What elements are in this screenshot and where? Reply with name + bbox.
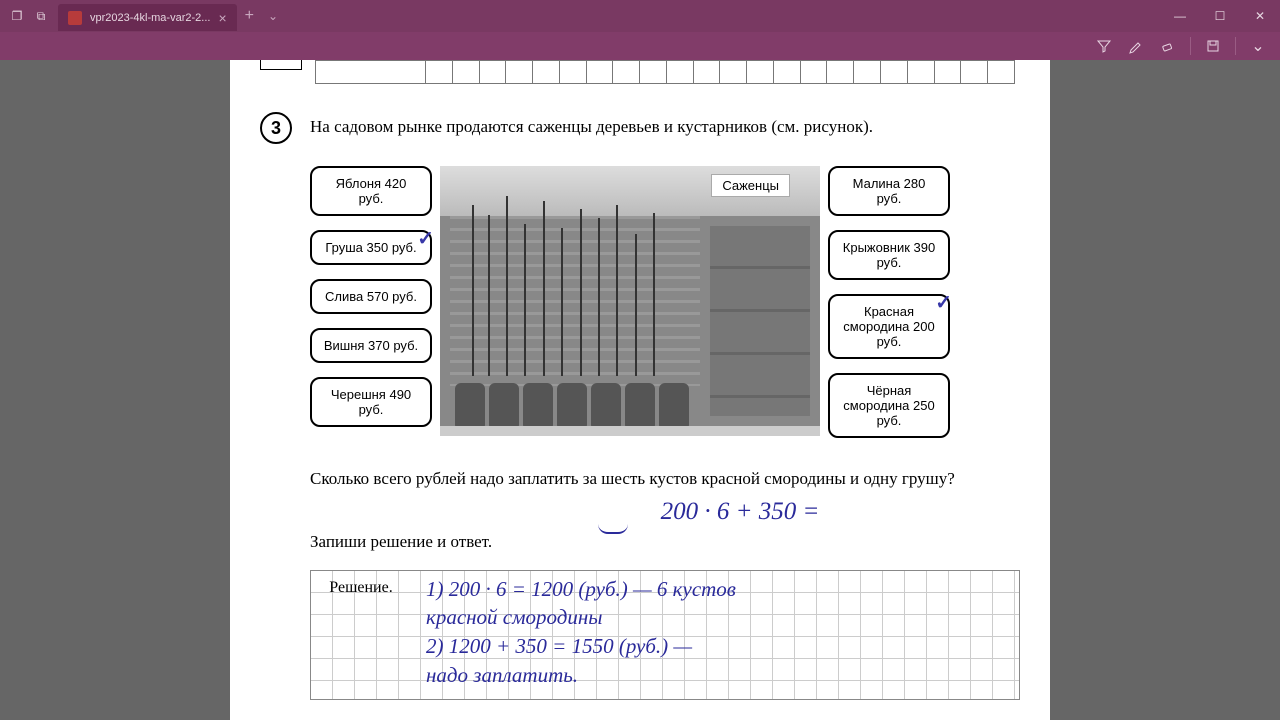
browser-titlebar: ❐ ⧉ vpr2023-4kl-ma-var2-2... × + ⌄ — ☐ ✕ bbox=[0, 0, 1280, 32]
browser-tab[interactable]: vpr2023-4kl-ma-var2-2... × bbox=[58, 4, 237, 31]
document-viewport: 3 На садовом рынке продаются саженцы дер… bbox=[0, 60, 1280, 720]
question-header: 3 На садовом рынке продаются саженцы дер… bbox=[260, 112, 1020, 144]
collapse-toolbar-icon[interactable]: ⌄ bbox=[1244, 34, 1272, 58]
erase-icon[interactable] bbox=[1154, 34, 1182, 58]
checkmark-icon: ✓ bbox=[935, 290, 952, 315]
instruction-text: Запиши решение и ответ. bbox=[310, 532, 1020, 552]
save-icon[interactable] bbox=[1199, 34, 1227, 58]
titlebar-left-icons: ❐ ⧉ bbox=[0, 9, 58, 23]
tab-favicon-icon bbox=[68, 11, 82, 25]
tab-title: vpr2023-4kl-ma-var2-2... bbox=[90, 12, 210, 24]
price-box: Слива 570 руб. bbox=[310, 279, 432, 314]
tab-dropdown-icon[interactable]: ⌄ bbox=[262, 9, 284, 23]
copy-icon[interactable]: ⧉ bbox=[34, 9, 48, 23]
price-box: Чёрная смородина 250 руб. bbox=[828, 373, 950, 438]
checkmark-icon: ✓ bbox=[417, 226, 434, 251]
new-tab-button[interactable]: + bbox=[237, 7, 262, 25]
pdf-toolbar: ⌄ bbox=[0, 32, 1280, 60]
solution-handwriting: 1) 200 · 6 = 1200 (руб.) — 6 кустов крас… bbox=[426, 575, 1009, 691]
question-number: 3 bbox=[260, 112, 292, 144]
market-photo: Саженцы bbox=[440, 166, 820, 436]
top-grid-row bbox=[315, 60, 1015, 84]
price-box: Вишня 370 руб. bbox=[310, 328, 432, 363]
price-box: Красная смородина 200 руб.✓ bbox=[828, 294, 950, 359]
partial-answer-box bbox=[260, 60, 302, 70]
left-price-column: Яблоня 420 руб. Груша 350 руб.✓ Слива 57… bbox=[310, 166, 432, 438]
solution-label: Решение. bbox=[311, 571, 411, 605]
question-task: Сколько всего рублей надо заплатить за ш… bbox=[310, 466, 1020, 492]
right-price-column: Малина 280 руб. Крыжовник 390 руб. Красн… bbox=[828, 166, 950, 438]
toolbar-separator bbox=[1190, 37, 1191, 55]
toolbar-separator bbox=[1235, 37, 1236, 55]
minimize-button[interactable]: — bbox=[1160, 0, 1200, 32]
price-box: Груша 350 руб.✓ bbox=[310, 230, 432, 265]
document-page: 3 На садовом рынке продаются саженцы дер… bbox=[230, 60, 1050, 720]
tab-close-icon[interactable]: × bbox=[218, 10, 226, 26]
price-box: Яблоня 420 руб. bbox=[310, 166, 432, 216]
question-figure: Яблоня 420 руб. Груша 350 руб.✓ Слива 57… bbox=[310, 166, 1020, 438]
window-controls: — ☐ ✕ bbox=[1160, 0, 1280, 32]
highlight-icon[interactable] bbox=[1122, 34, 1150, 58]
question-intro: На садовом рынке продаются саженцы дерев… bbox=[310, 112, 873, 137]
close-window-button[interactable]: ✕ bbox=[1240, 0, 1280, 32]
maximize-button[interactable]: ☐ bbox=[1200, 0, 1240, 32]
handwritten-formula: 200 · 6 + 350 = bbox=[460, 498, 1020, 526]
price-box: Черешня 490 руб. bbox=[310, 377, 432, 427]
price-box: Крыжовник 390 руб. bbox=[828, 230, 950, 280]
photo-sign: Саженцы bbox=[711, 174, 790, 197]
solution-grid: Решение. 1) 200 · 6 = 1200 (руб.) — 6 ку… bbox=[310, 570, 1020, 700]
filter-icon[interactable] bbox=[1090, 34, 1118, 58]
home-icon[interactable]: ❐ bbox=[10, 9, 24, 23]
price-box: Малина 280 руб. bbox=[828, 166, 950, 216]
